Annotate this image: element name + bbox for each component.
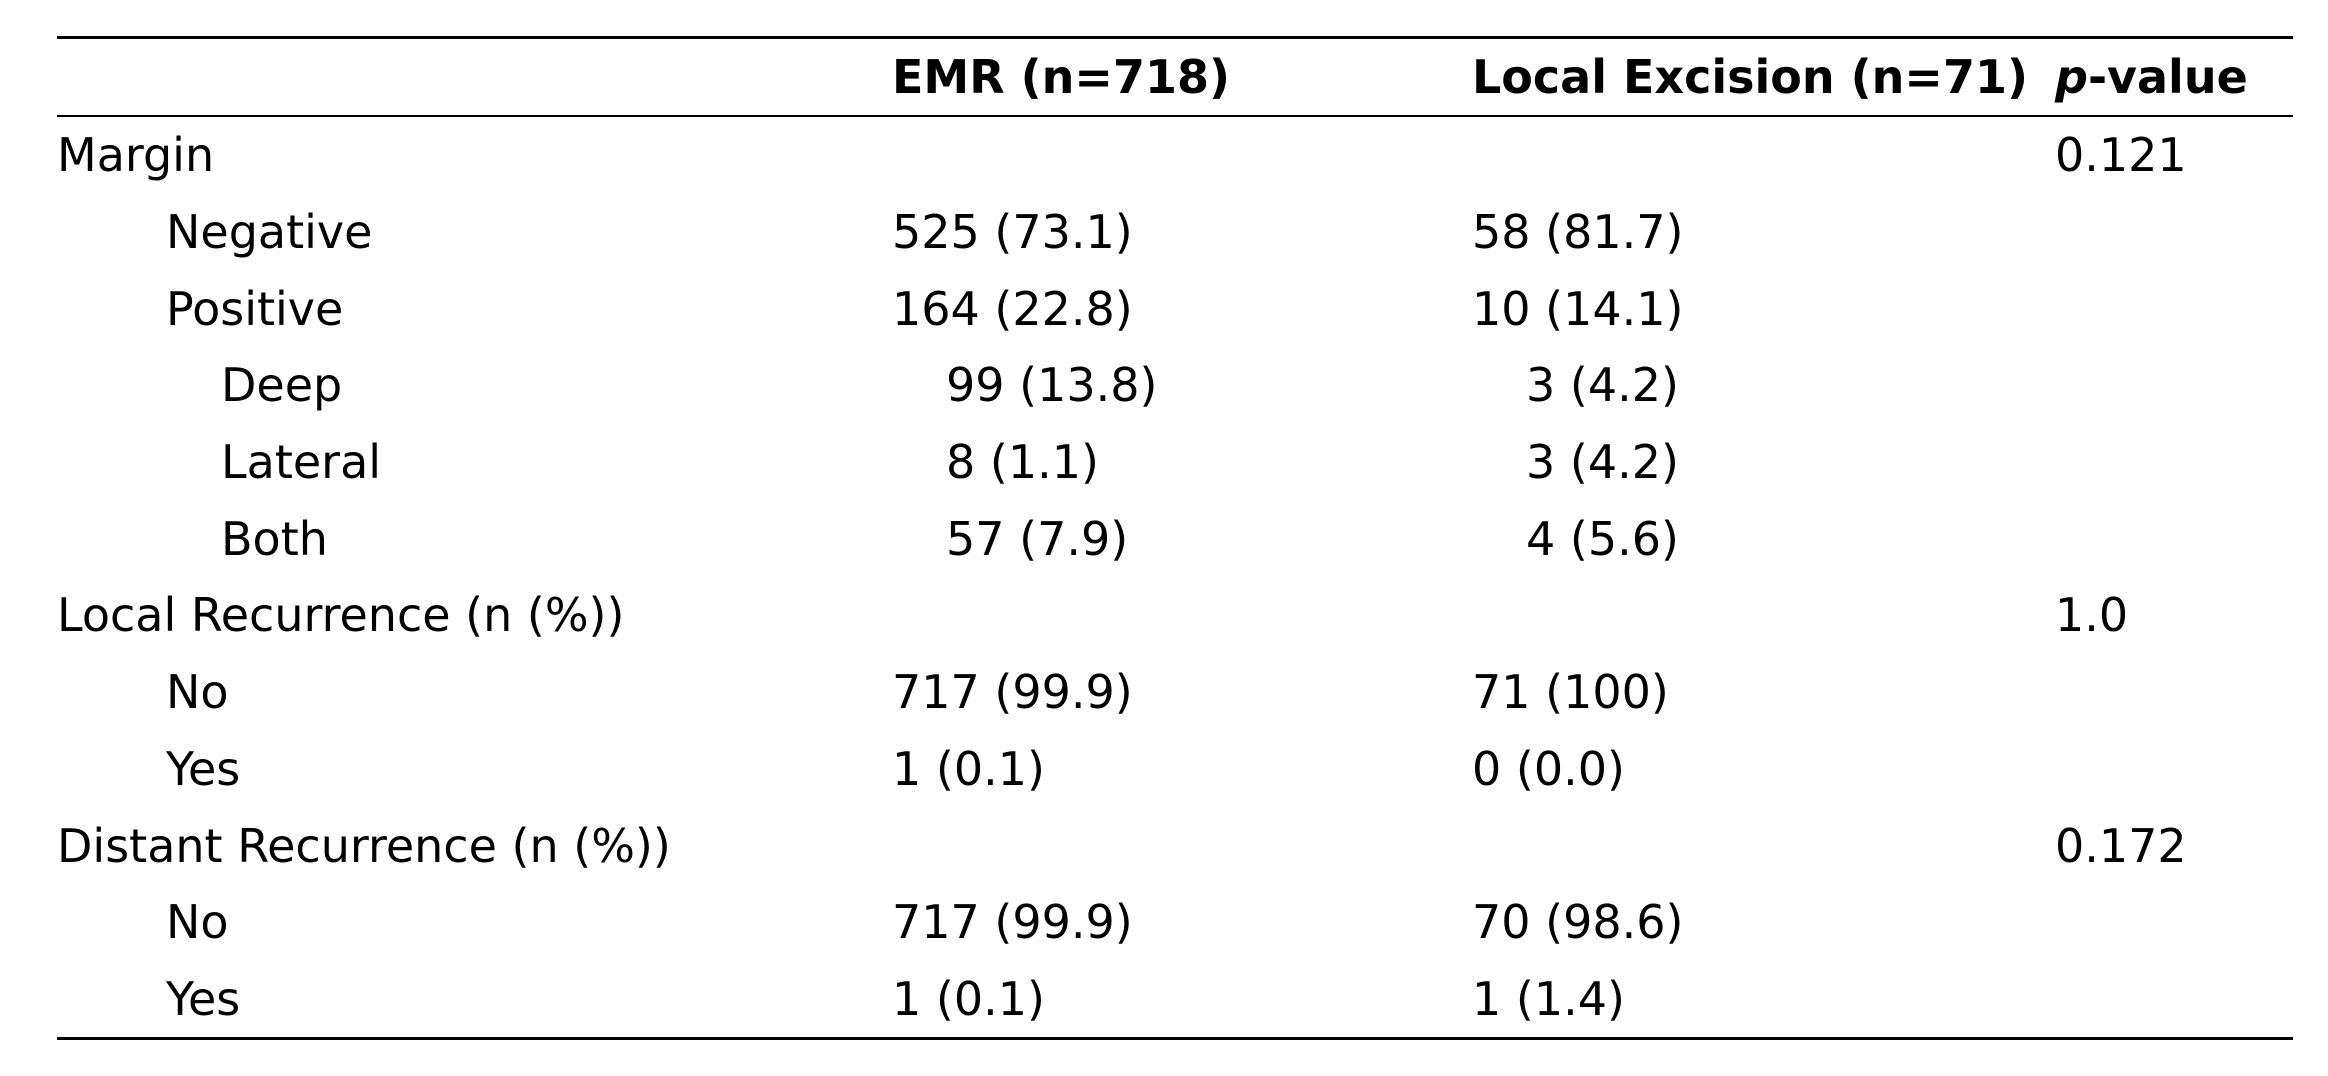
header-emr: EMR (n=718) [892,50,1230,104]
cell-emr: 99 (13.8) [946,358,1158,413]
cell-local-excision: 10 (14.1) [1472,281,1684,336]
header-p-value: p-value [2055,38,2293,117]
cell-p-value [2055,884,2293,961]
row-label: Positive [166,281,344,336]
cell-local-excision: 0 (0.0) [1472,741,1625,796]
cell-p-value: 1.0 [2055,588,2129,643]
table-header-row: EMR (n=718) Local Excision (n=71) p-valu… [57,37,2293,117]
cell-local-excision [1472,577,2055,654]
table-row: Lateral 8 (1.1) 3 (4.2) [57,424,2293,501]
cell-p-value: 0.121 [2055,128,2187,183]
cell-local-excision: 1 (1.4) [1472,971,1625,1026]
header-label-col [57,38,892,117]
row-label: Local Recurrence (n (%)) [57,588,625,643]
row-label: No [166,665,229,720]
cell-p-value [2055,194,2293,271]
header-local-excision: Local Excision (n=71) [1472,50,2028,104]
cell-p-value [2055,654,2293,731]
cell-local-excision: 70 (98.6) [1472,895,1684,950]
table-row: Margin 0.121 [57,116,2293,194]
results-table: EMR (n=718) Local Excision (n=71) p-valu… [57,36,2293,1040]
cell-emr [892,807,1472,884]
cell-p-value [2055,270,2293,347]
cell-emr: 164 (22.8) [892,281,1133,336]
cell-local-excision: 71 (100) [1472,665,1669,720]
cell-emr: 1 (0.1) [892,971,1045,1026]
table-row: Both 57 (7.9) 4 (5.6) [57,500,2293,577]
cell-local-excision: 58 (81.7) [1472,205,1684,260]
table-row: Distant Recurrence (n (%)) 0.172 [57,807,2293,884]
table-row: Yes 1 (0.1) 1 (1.4) [57,961,2293,1039]
cell-emr [892,577,1472,654]
results-table-container: EMR (n=718) Local Excision (n=71) p-valu… [57,36,2293,1040]
table-row: Positive 164 (22.8) 10 (14.1) [57,270,2293,347]
cell-local-excision [1472,116,2055,194]
cell-p-value: 0.172 [2055,818,2187,873]
row-label: No [166,895,229,950]
cell-p-value [2055,731,2293,808]
cell-p-value [2055,424,2293,501]
table-row: Deep 99 (13.8) 3 (4.2) [57,347,2293,424]
header-p-italic: p [2055,50,2088,104]
row-label: Negative [166,205,373,260]
cell-emr: 525 (73.1) [892,205,1133,260]
row-label: Yes [166,971,241,1026]
row-label: Lateral [221,435,382,490]
cell-emr: 1 (0.1) [892,741,1045,796]
table-row: Yes 1 (0.1) 0 (0.0) [57,731,2293,808]
table-row: No 717 (99.9) 71 (100) [57,654,2293,731]
cell-local-excision: 3 (4.2) [1526,435,1679,490]
cell-emr: 8 (1.1) [946,435,1099,490]
cell-p-value [2055,961,2293,1039]
cell-emr: 57 (7.9) [946,511,1129,566]
header-p-rest: -value [2087,50,2248,104]
cell-p-value [2055,347,2293,424]
cell-local-excision: 3 (4.2) [1526,358,1679,413]
row-label: Margin [57,128,215,183]
row-label: Both [221,511,328,566]
table-row: Negative 525 (73.1) 58 (81.7) [57,194,2293,271]
cell-emr: 717 (99.9) [892,895,1133,950]
cell-p-value [2055,500,2293,577]
cell-emr: 717 (99.9) [892,665,1133,720]
table-row: Local Recurrence (n (%)) 1.0 [57,577,2293,654]
row-label: Distant Recurrence (n (%)) [57,818,671,873]
cell-local-excision [1472,807,2055,884]
table-row: No 717 (99.9) 70 (98.6) [57,884,2293,961]
row-label: Yes [166,741,241,796]
cell-emr [892,116,1472,194]
cell-local-excision: 4 (5.6) [1526,511,1679,566]
row-label: Deep [221,358,343,413]
